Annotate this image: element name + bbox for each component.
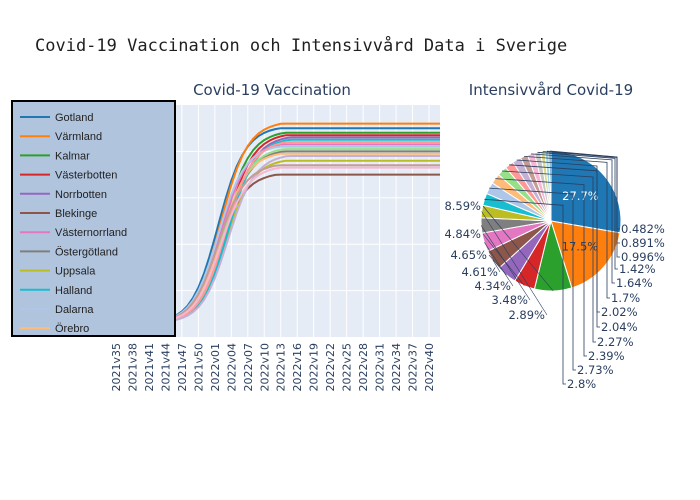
pie-leader-line	[495, 178, 587, 357]
pie-slice-label: 2.89%	[508, 308, 545, 322]
pie-slice-label: 2.39%	[588, 349, 625, 363]
pie-slice-label: 1.42%	[619, 262, 656, 276]
pie-slice-label: 27.7%	[562, 189, 599, 203]
legend-item[interactable]: Halland	[20, 285, 92, 297]
x-tick-label: 2022v16	[291, 343, 304, 392]
pie-slice-label: 8.59%	[444, 199, 481, 213]
x-tick-label: 2021v41	[143, 343, 156, 392]
legend-item[interactable]: Blekinge	[20, 208, 97, 220]
x-tick-label: 2022v07	[242, 343, 255, 392]
pie-slice-label: 17.5%	[562, 239, 599, 253]
x-tick-label: 2021v50	[192, 343, 205, 392]
pie-slice-label: 1.7%	[611, 291, 640, 305]
x-axis: 2021v35 2021v38 2021v41 2021v44 2021v47 2021v…	[110, 343, 436, 392]
pie-leader-line	[482, 205, 554, 292]
legend-label: Uppsala	[55, 266, 96, 278]
pie-slice-label: 2.02%	[601, 305, 638, 319]
legend-label: Örebro	[55, 323, 89, 335]
pie-chart-title: Intensivvård Covid-19	[469, 81, 633, 99]
series-line-gotland[interactable]	[170, 127, 440, 319]
pie-leader-line	[501, 170, 596, 343]
pie-slice-label: 0.996%	[621, 250, 665, 264]
legend-item[interactable]: Västernorrland	[20, 227, 127, 239]
legend-label: Värmland	[55, 131, 102, 143]
legend-item[interactable]: Uppsala	[20, 266, 96, 278]
x-tick-label: 2022v19	[308, 343, 321, 392]
series-line-series-16[interactable]	[170, 166, 440, 321]
figure-title: Covid-19 Vaccination och Intensivvård Da…	[35, 35, 567, 56]
series-lines	[170, 122, 440, 322]
legend-label: Dalarna	[55, 304, 94, 316]
x-tick-label: 2022v28	[357, 343, 370, 392]
pie-slice-label: 2.27%	[597, 335, 634, 349]
legend-label: Blekinge	[55, 208, 97, 220]
legend-item[interactable]: Östergötland	[20, 246, 118, 258]
x-tick-label: 2021v47	[176, 343, 189, 392]
x-tick-label: 2022v34	[390, 343, 403, 392]
x-tick-label: 2022v31	[374, 343, 387, 392]
legend-label: Halland	[55, 285, 92, 297]
legend-item[interactable]: Västerbotten	[20, 170, 117, 182]
pie-leader-line	[524, 156, 610, 299]
pie-slice-label: 1.64%	[616, 276, 653, 290]
legend-box	[11, 100, 176, 337]
legend-label: Kalmar	[55, 150, 90, 162]
x-tick-label: 2021v44	[159, 343, 172, 392]
legend-label: Västerbotten	[55, 170, 117, 182]
legend-label: Norrbotten	[55, 189, 107, 201]
x-tick-label: 2021v38	[126, 343, 139, 392]
legend-item[interactable]: Värmland	[20, 131, 102, 143]
pie-slice-label: 4.65%	[450, 248, 487, 262]
x-tick-label: 2022v10	[258, 343, 271, 392]
pie-leader-line	[484, 198, 566, 385]
pie-slice-label: 4.84%	[444, 227, 481, 241]
pie-slice-label: 2.8%	[567, 377, 596, 391]
pie-leader-line	[480, 225, 531, 301]
legend-item[interactable]: Kalmar	[20, 150, 90, 162]
legend-item[interactable]: Norrbotten	[20, 189, 107, 201]
pie-leader-line	[489, 187, 576, 371]
pie-leader-line	[481, 211, 548, 316]
legend-item[interactable]: Gotland	[20, 112, 94, 124]
line-chart-title: Covid-19 Vaccination	[193, 81, 351, 99]
legend-item[interactable]: Örebro	[20, 323, 89, 335]
pie-leader-line	[530, 153, 615, 284]
legend-label: Gotland	[55, 112, 94, 124]
series-line-dalarna[interactable]	[170, 145, 440, 320]
pie-leader-line	[484, 242, 514, 287]
series-line-series-15[interactable]	[170, 164, 440, 320]
pie-slice-label: 4.34%	[474, 279, 511, 293]
x-tick-label: 2022v13	[275, 343, 288, 392]
x-tick-label: 2022v37	[407, 343, 420, 392]
legend-label: Västernorrland	[55, 227, 127, 239]
x-tick-label: 2022v25	[341, 343, 354, 392]
pie-slice-label: 3.48%	[491, 293, 528, 307]
pie-slice-label: 2.04%	[601, 320, 638, 334]
legend-item[interactable]: Dalarna	[20, 304, 94, 316]
pie-leader-line	[537, 151, 618, 270]
pie-leader-line	[516, 159, 600, 313]
pie-slice-label: 4.61%	[461, 265, 498, 279]
pie-slice[interactable]	[550, 220, 621, 289]
pie-slice-label: 0.891%	[621, 236, 665, 250]
x-tick-label: 2022v04	[225, 343, 238, 392]
pie-slice-label: 0.482%	[621, 222, 665, 236]
legend-label: Östergötland	[55, 246, 118, 258]
series-line-series-14[interactable]	[170, 155, 440, 322]
series-line-series-13[interactable]	[170, 141, 440, 322]
pie-leader-line	[492, 259, 501, 273]
pie-leader-line	[549, 150, 620, 230]
x-tick-label: 2022v22	[324, 343, 337, 392]
x-tick-label: 2021v35	[110, 343, 123, 392]
x-tick-label: 2022v40	[423, 343, 436, 392]
pie-slice-label: 2.73%	[577, 363, 614, 377]
x-tick-label: 2022v01	[209, 343, 222, 392]
pie-labels: 27.7% 17.5% 8.59% 4.84% 4.65% 4.61%4.34%3.48%…	[444, 150, 665, 391]
legend[interactable]: Gotland Värmland Kalmar Västerbotten Norrbot…	[11, 100, 176, 337]
series-line-halland[interactable]	[170, 138, 440, 322]
